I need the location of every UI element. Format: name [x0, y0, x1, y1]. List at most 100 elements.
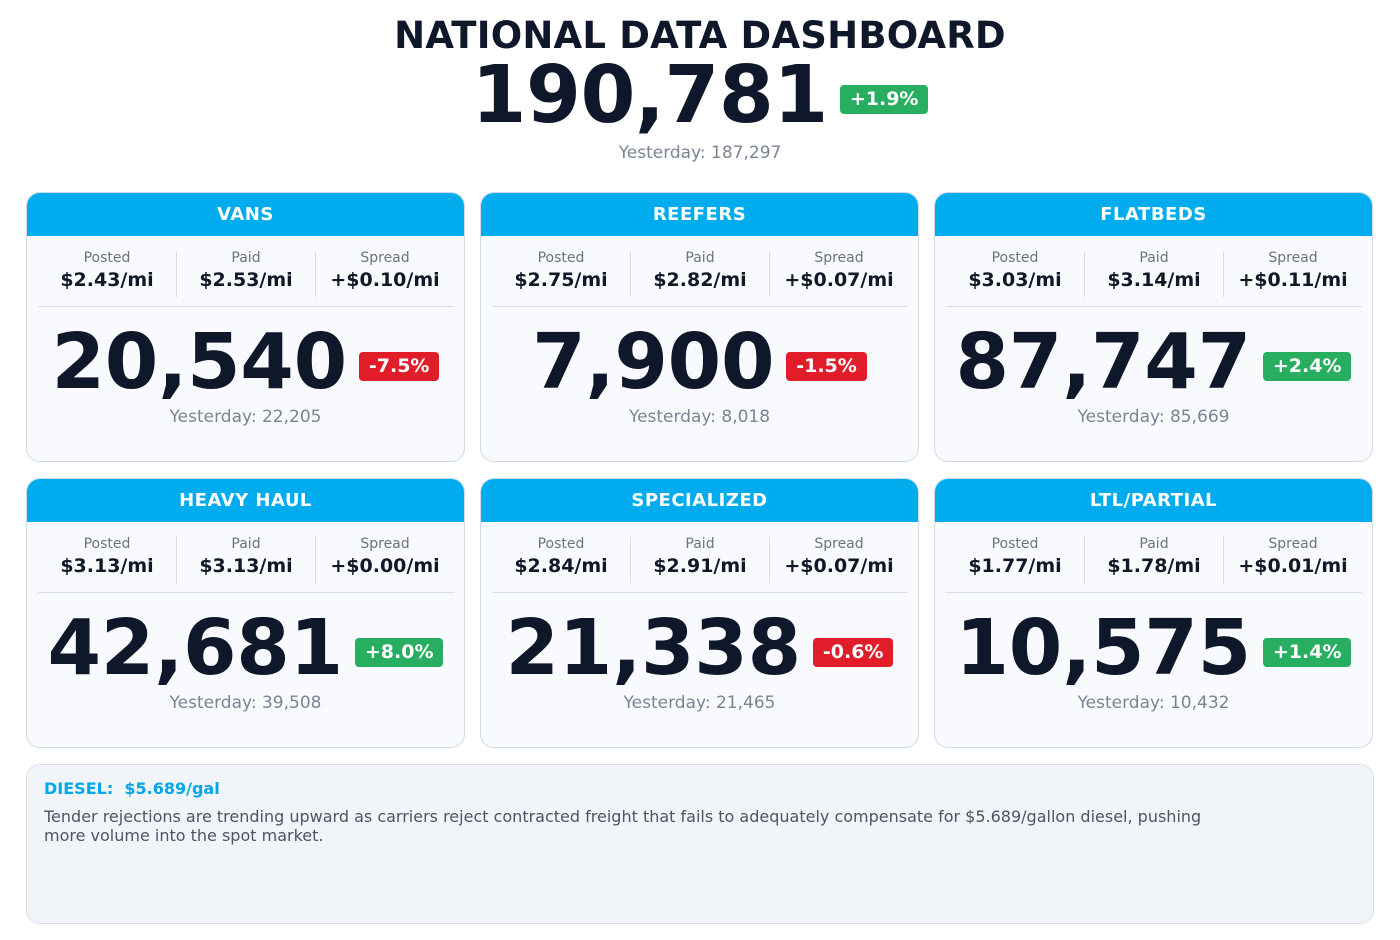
- posted-rate: Posted $3.13/mi: [38, 537, 176, 583]
- rate-row: Posted $2.43/mi Paid $2.53/mi Spread +$0.10…: [38, 251, 454, 297]
- card-title: SPECIALIZED: [481, 479, 918, 522]
- paid-value: $3.13/mi: [199, 555, 293, 577]
- spread-rate: Spread +$0.00/mi: [315, 537, 454, 583]
- spread-rate: Spread +$0.11/mi: [1223, 251, 1362, 297]
- posted-label: Posted: [991, 536, 1039, 552]
- change-badge: +8.0%: [354, 637, 444, 667]
- card-title: HEAVY HAUL: [27, 479, 464, 522]
- yesterday-count: Yesterday: 8,018: [628, 407, 771, 427]
- spread-rate: Spread +$0.07/mi: [769, 251, 908, 297]
- spread-value: +$0.11/mi: [1238, 269, 1348, 291]
- spread-rate: Spread +$0.07/mi: [769, 537, 908, 583]
- posted-rate: Posted $2.84/mi: [492, 537, 630, 583]
- card-title: VANS: [27, 193, 464, 236]
- paid-rate: Paid $3.14/mi: [1084, 251, 1223, 297]
- yesterday-count: Yesterday: 21,465: [623, 693, 776, 713]
- load-count: 42,681: [47, 604, 344, 693]
- paid-value: $3.14/mi: [1107, 269, 1201, 291]
- paid-rate: Paid $2.91/mi: [630, 537, 769, 583]
- card-title: REEFERS: [481, 193, 918, 236]
- paid-label: Paid: [685, 250, 715, 266]
- spread-label: Spread: [360, 250, 410, 266]
- posted-label: Posted: [83, 536, 131, 552]
- posted-value: $3.03/mi: [968, 269, 1062, 291]
- yesterday-count: Yesterday: 10,432: [1077, 693, 1230, 713]
- divider: [946, 306, 1362, 307]
- spread-label: Spread: [814, 250, 864, 266]
- change-badge: +2.4%: [1262, 351, 1352, 381]
- spread-rate: Spread +$0.01/mi: [1223, 537, 1362, 583]
- posted-label: Posted: [537, 536, 585, 552]
- load-count: 7,900: [532, 318, 775, 407]
- rate-row: Posted $3.03/mi Paid $3.14/mi Spread +$0.11…: [946, 251, 1362, 297]
- national-change-badge: +1.9%: [839, 84, 929, 114]
- load-count: 21,338: [505, 604, 802, 693]
- posted-rate: Posted $3.03/mi: [946, 251, 1084, 297]
- paid-label: Paid: [1139, 250, 1169, 266]
- diesel-panel: DIESEL: $5.689/gal Tender rejections are…: [26, 764, 1374, 924]
- paid-rate: Paid $2.82/mi: [630, 251, 769, 297]
- diesel-price: DIESEL: $5.689/gal: [44, 779, 220, 798]
- paid-rate: Paid $3.13/mi: [176, 537, 315, 583]
- posted-label: Posted: [991, 250, 1039, 266]
- card-flatbeds: FLATBEDS Posted $3.03/mi Paid $3.14/mi Spr…: [934, 192, 1373, 462]
- posted-value: $2.43/mi: [60, 269, 154, 291]
- posted-rate: Posted $2.75/mi: [492, 251, 630, 297]
- rate-row: Posted $3.13/mi Paid $3.13/mi Spread +$0.00…: [38, 537, 454, 583]
- divider: [492, 592, 908, 593]
- divider: [38, 592, 454, 593]
- spread-rate: Spread +$0.10/mi: [315, 251, 454, 297]
- rate-row: Posted $2.84/mi Paid $2.91/mi Spread +$0.07…: [492, 537, 908, 583]
- count-row: 10,575 +1.4%: [935, 599, 1372, 699]
- paid-label: Paid: [1139, 536, 1169, 552]
- card-title: LTL/PARTIAL: [935, 479, 1372, 522]
- rate-row: Posted $2.75/mi Paid $2.82/mi Spread +$0.07…: [492, 251, 908, 297]
- market-note: Tender rejections are trending upward as…: [44, 807, 1202, 845]
- paid-value: $1.78/mi: [1107, 555, 1201, 577]
- paid-label: Paid: [231, 250, 261, 266]
- yesterday-count: Yesterday: 39,508: [169, 693, 322, 713]
- posted-label: Posted: [537, 250, 585, 266]
- count-row: 7,900 -1.5%: [481, 313, 918, 413]
- national-total-row: 190,781 +1.9%: [0, 50, 1400, 140]
- posted-value: $2.84/mi: [514, 555, 608, 577]
- paid-label: Paid: [231, 536, 261, 552]
- posted-rate: Posted $2.43/mi: [38, 251, 176, 297]
- rate-row: Posted $1.77/mi Paid $1.78/mi Spread +$0.01…: [946, 537, 1362, 583]
- posted-rate: Posted $1.77/mi: [946, 537, 1084, 583]
- posted-value: $1.77/mi: [968, 555, 1062, 577]
- count-row: 42,681 +8.0%: [27, 599, 464, 699]
- card-specialized: SPECIALIZED Posted $2.84/mi Paid $2.91/mi …: [480, 478, 919, 748]
- change-badge: -1.5%: [786, 351, 867, 381]
- card-title: FLATBEDS: [935, 193, 1372, 236]
- spread-value: +$0.10/mi: [330, 269, 440, 291]
- spread-label: Spread: [814, 536, 864, 552]
- national-yesterday: Yesterday: 187,297: [618, 143, 782, 163]
- change-badge: +1.4%: [1262, 637, 1352, 667]
- card-vans: VANS Posted $2.43/mi Paid $2.53/mi Spread +…: [26, 192, 465, 462]
- card-reefers: REEFERS Posted $2.75/mi Paid $2.82/mi Spre…: [480, 192, 919, 462]
- paid-value: $2.82/mi: [653, 269, 747, 291]
- divider: [946, 592, 1362, 593]
- paid-label: Paid: [685, 536, 715, 552]
- spread-value: +$0.07/mi: [784, 555, 894, 577]
- change-badge: -0.6%: [812, 637, 894, 667]
- posted-value: $3.13/mi: [60, 555, 154, 577]
- yesterday-count: Yesterday: 85,669: [1077, 407, 1230, 427]
- card-heavy-haul: HEAVY HAUL Posted $3.13/mi Paid $3.13/mi S…: [26, 478, 465, 748]
- change-badge: -7.5%: [358, 351, 440, 381]
- spread-value: +$0.00/mi: [330, 555, 440, 577]
- posted-value: $2.75/mi: [514, 269, 608, 291]
- posted-label: Posted: [83, 250, 131, 266]
- yesterday-count: Yesterday: 22,205: [169, 407, 322, 427]
- divider: [38, 306, 454, 307]
- spread-value: +$0.07/mi: [784, 269, 894, 291]
- count-row: 20,540 -7.5%: [27, 313, 464, 413]
- paid-rate: Paid $2.53/mi: [176, 251, 315, 297]
- load-count: 87,747: [955, 318, 1252, 407]
- paid-rate: Paid $1.78/mi: [1084, 537, 1223, 583]
- card-ltl-partial: LTL/PARTIAL Posted $1.77/mi Paid $1.78/mi …: [934, 478, 1373, 748]
- equipment-card-grid: VANS Posted $2.43/mi Paid $2.53/mi Spread +…: [26, 192, 1374, 748]
- count-row: 21,338 -0.6%: [481, 599, 918, 699]
- paid-value: $2.53/mi: [199, 269, 293, 291]
